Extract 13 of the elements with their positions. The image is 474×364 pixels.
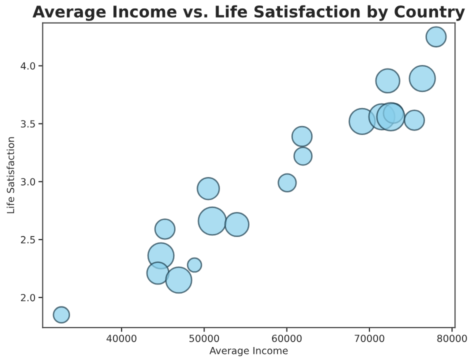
chart-title: Average Income vs. Life Satisfaction by Country <box>32 5 465 21</box>
y-tick-label: 4.0 <box>20 62 36 70</box>
x-tick-label: 70000 <box>354 334 384 342</box>
y-tick-label: 3.0 <box>20 178 36 186</box>
y-tick-label: 2.5 <box>20 236 35 244</box>
x-tick-label: 50000 <box>189 334 220 342</box>
x-tick-label: 40000 <box>106 334 136 342</box>
y-tick-label: 3.5 <box>20 120 35 128</box>
x-axis-title: Average Income <box>210 347 288 356</box>
y-tick-label: 2.0 <box>20 294 36 302</box>
y-axis-title: Life Satisfaction <box>6 137 14 214</box>
x-tick-label: 80000 <box>437 334 467 342</box>
x-tick-label: 60000 <box>272 334 302 342</box>
